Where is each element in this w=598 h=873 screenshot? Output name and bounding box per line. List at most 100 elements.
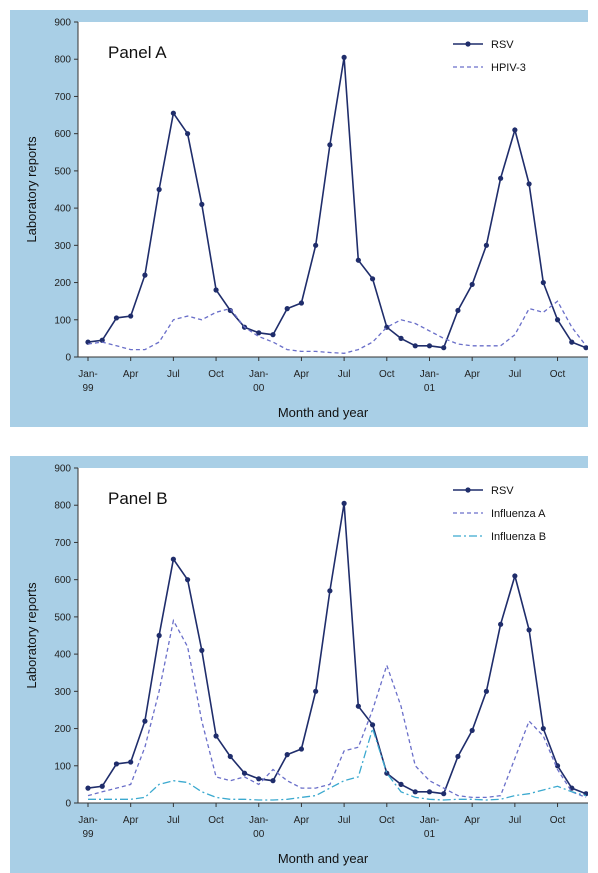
plot-area <box>78 468 588 803</box>
data-point-rsv <box>298 300 305 306</box>
x-tick-label: Jan- <box>78 369 97 380</box>
data-point-rsv <box>227 753 233 760</box>
legend-label-influenza-a: Influenza A <box>491 508 546 520</box>
data-point-rsv <box>441 791 447 797</box>
y-tick-label: 400 <box>54 650 71 661</box>
y-tick-label: 500 <box>54 166 71 177</box>
data-point-rsv <box>284 306 290 312</box>
data-point-rsv <box>313 688 319 694</box>
data-point-rsv <box>170 556 176 562</box>
x-tick-label: Jul <box>338 369 351 380</box>
x-tick-label: Jan- <box>420 815 439 826</box>
data-point-rsv <box>313 242 319 248</box>
legend-marker-rsv <box>465 487 471 493</box>
x-tick-label: Oct <box>379 369 395 380</box>
data-point-rsv <box>569 339 575 345</box>
x-tick-label: 00 <box>253 383 265 394</box>
x-axis-title: Month and year <box>278 851 369 866</box>
data-point-rsv <box>469 727 475 734</box>
legend-label-rsv: RSV <box>491 39 514 51</box>
data-point-rsv <box>369 276 376 282</box>
x-tick-label: Oct <box>208 369 224 380</box>
data-point-rsv <box>298 746 305 752</box>
data-point-rsv <box>412 343 418 349</box>
data-point-rsv <box>270 778 276 784</box>
data-point-rsv <box>412 789 418 795</box>
x-tick-label: Oct <box>550 369 566 380</box>
x-tick-label: Oct <box>550 815 566 826</box>
x-tick-label: Jan- <box>249 369 268 380</box>
data-point-rsv <box>512 127 518 133</box>
data-point-rsv <box>99 783 105 789</box>
data-point-rsv <box>341 54 347 60</box>
y-tick-label: 300 <box>54 687 71 698</box>
x-tick-label: 00 <box>253 829 265 840</box>
data-point-rsv <box>398 781 404 787</box>
data-point-rsv <box>540 279 546 286</box>
data-point-rsv <box>327 142 333 148</box>
legend-label-influenza-b: Influenza B <box>491 531 546 543</box>
x-tick-label: Apr <box>464 369 480 380</box>
y-tick-label: 800 <box>54 501 71 512</box>
data-point-rsv <box>113 761 120 767</box>
x-tick-label: Apr <box>123 369 139 380</box>
y-tick-label: 500 <box>54 612 71 623</box>
data-point-rsv <box>455 307 461 314</box>
data-point-rsv <box>327 588 333 594</box>
x-tick-label: Apr <box>123 815 139 826</box>
y-tick-label: 200 <box>54 724 71 735</box>
legend-marker-rsv <box>465 41 471 47</box>
data-point-rsv <box>554 763 561 769</box>
x-tick-label: Oct <box>379 815 395 826</box>
series-line-influenza-b <box>88 726 587 801</box>
data-point-rsv <box>398 335 404 341</box>
y-tick-label: 100 <box>54 761 71 772</box>
data-point-rsv <box>128 313 134 319</box>
x-tick-label: Oct <box>208 815 224 826</box>
data-point-rsv <box>256 776 262 782</box>
x-tick-label: 99 <box>82 383 94 394</box>
y-tick-label: 400 <box>54 204 71 215</box>
data-point-rsv <box>270 332 276 338</box>
plot-area <box>78 22 588 357</box>
data-point-rsv <box>85 785 91 791</box>
data-point-rsv <box>540 725 546 732</box>
data-point-rsv <box>355 703 361 709</box>
data-point-rsv <box>441 345 447 351</box>
y-tick-label: 700 <box>54 538 71 549</box>
data-point-rsv <box>142 718 148 724</box>
data-point-rsv <box>213 287 219 293</box>
data-point-rsv <box>99 337 105 343</box>
y-tick-label: 700 <box>54 92 71 103</box>
data-point-rsv <box>156 186 162 193</box>
data-point-rsv <box>469 281 475 288</box>
data-point-rsv <box>113 315 120 321</box>
panel-a: 0 100 200 300 400 500 600 700 800 900 Jan- 99 Apr Jul… <box>10 10 588 427</box>
panel-b: 0 100 200 300 400 500 600 700 800 900 Jan- 99 Apr Jul… <box>10 456 588 873</box>
y-tick-label: 200 <box>54 278 71 289</box>
data-point-rsv <box>170 110 176 116</box>
y-axis-title: Laboratory reports <box>24 582 39 689</box>
data-point-rsv <box>526 181 532 187</box>
data-point-rsv <box>583 345 588 351</box>
data-point-rsv <box>128 759 134 765</box>
data-point-rsv <box>455 753 461 760</box>
x-tick-label: 99 <box>82 829 94 840</box>
x-tick-label: 01 <box>424 383 436 394</box>
data-point-rsv <box>227 307 233 314</box>
x-tick-label: 01 <box>424 829 436 840</box>
y-tick-label: 300 <box>54 241 71 252</box>
data-point-rsv <box>426 789 433 795</box>
data-point-rsv <box>369 722 376 728</box>
data-point-rsv <box>498 175 504 181</box>
data-point-rsv <box>185 577 191 583</box>
data-point-rsv <box>512 573 518 579</box>
x-tick-label: Jul <box>508 815 521 826</box>
x-tick-label: Jan- <box>249 815 268 826</box>
data-point-rsv <box>199 647 205 653</box>
data-point-rsv <box>199 201 205 207</box>
x-tick-label: Jan- <box>78 815 97 826</box>
y-tick-label: 600 <box>54 575 71 586</box>
